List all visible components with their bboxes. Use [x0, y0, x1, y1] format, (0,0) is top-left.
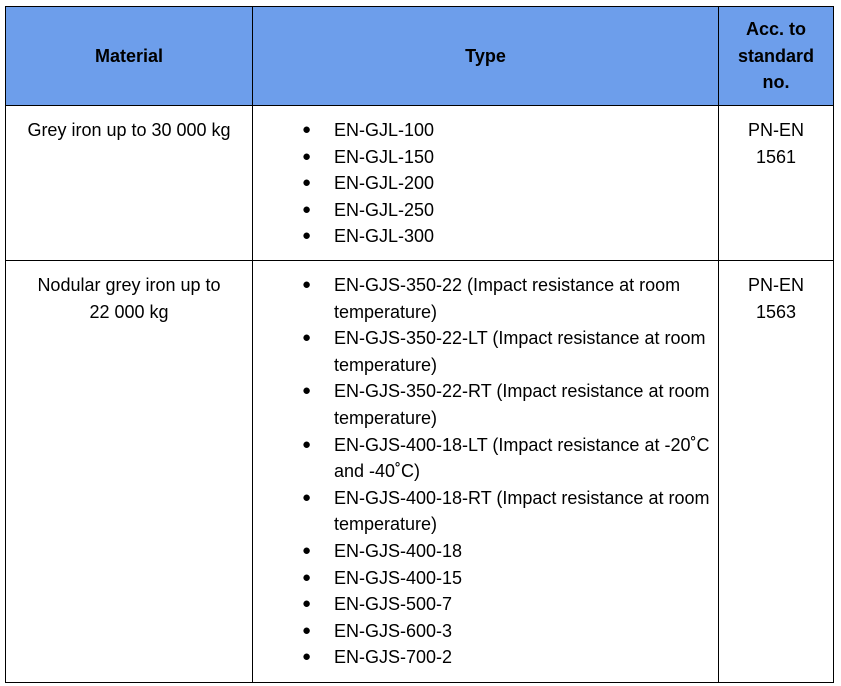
bullet-icon: ●: [302, 435, 312, 453]
bullet-icon: ●: [302, 621, 312, 639]
header-row: Material Type Acc. to standard no.: [5, 6, 834, 106]
type-label: EN-GJS-350-22-RT (Impact resistance at r…: [334, 381, 710, 428]
bullet-icon: ●: [302, 541, 312, 559]
materials-table: Material Type Acc. to standard no. Grey …: [5, 6, 834, 683]
bullet-icon: ●: [302, 121, 312, 138]
table-row-grey-iron: Grey iron up to 30 000 kg ● EN-GJL-100 ● E…: [5, 105, 834, 261]
type-label: EN-GJS-350-22-LT (Impact resistance at r…: [334, 328, 706, 375]
bullet-icon: ●: [302, 568, 312, 586]
list-item: ● EN-GJS-400-15: [253, 565, 710, 592]
type-cell: ● EN-GJS-350-22 (Impact resistance at roo…: [252, 259, 719, 683]
bullet-icon: ●: [302, 147, 312, 165]
type-label: EN-GJS-700-2: [334, 647, 453, 668]
list-item: ● EN-GJS-350-22-LT (Impact resistance at …: [253, 325, 710, 378]
table-row-nodular-iron: Nodular grey iron up to 22 000 kg ● EN-GJ…: [5, 259, 834, 683]
list-item: ● EN-GJS-400-18: [253, 538, 710, 565]
bullet-icon: ●: [302, 275, 312, 293]
type-list: ● EN-GJS-350-22 (Impact resistance at roo…: [253, 272, 710, 671]
standard-cell: PN-EN 1563: [718, 259, 834, 683]
type-label: EN-GJS-500-7: [334, 594, 453, 615]
list-item: ● EN-GJL-150: [253, 144, 710, 171]
type-label: EN-GJS-400-15: [334, 567, 463, 588]
list-item: ● EN-GJS-400-18-RT (Impact resistance at …: [253, 485, 710, 538]
bullet-icon: ●: [302, 174, 312, 192]
type-label: EN-GJL-100: [334, 120, 435, 140]
header-material: Material: [5, 6, 253, 106]
bullet-icon: ●: [302, 329, 312, 347]
type-label: EN-GJS-400-18-LT (Impact resistance at -…: [334, 434, 710, 482]
standard-cell: PN-EN 1561: [718, 105, 834, 261]
type-cell: ● EN-GJL-100 ● EN-GJL-150 ● EN-GJL-200 ● EN-…: [252, 105, 719, 261]
bullet-icon: ●: [302, 595, 312, 613]
bullet-icon: ●: [302, 227, 312, 245]
list-item: ● EN-GJS-400-18-LT (Impact resistance at …: [253, 432, 710, 485]
type-label: EN-GJL-150: [334, 146, 435, 167]
bullet-icon: ●: [302, 382, 312, 400]
list-item: ● EN-GJS-350-22 (Impact resistance at roo…: [253, 272, 710, 325]
type-label: EN-GJS-400-18: [334, 540, 463, 561]
type-list: ● EN-GJL-100 ● EN-GJL-150 ● EN-GJL-200 ● EN-…: [253, 117, 710, 250]
type-label: EN-GJL-300: [334, 226, 435, 247]
type-label: EN-GJL-200: [334, 173, 435, 194]
type-label: EN-GJS-350-22 (Impact resistance at room…: [334, 274, 681, 322]
type-label: EN-GJS-400-18-RT (Impact resistance at r…: [334, 487, 710, 535]
list-item: ● EN-GJL-200: [253, 170, 710, 197]
list-item: ● EN-GJL-250: [253, 197, 710, 224]
material-cell: Grey iron up to 30 000 kg: [5, 105, 253, 261]
header-type: Type: [252, 6, 719, 106]
list-item: ● EN-GJL-300: [253, 223, 710, 250]
list-item: ● EN-GJS-700-2: [253, 644, 710, 671]
list-item: ● EN-GJS-350-22-RT (Impact resistance at …: [253, 378, 710, 431]
header-standard: Acc. to standard no.: [718, 6, 834, 106]
bullet-icon: ●: [302, 200, 312, 218]
type-label: EN-GJL-250: [334, 199, 435, 220]
type-label: EN-GJS-600-3: [334, 620, 453, 641]
material-cell: Nodular grey iron up to 22 000 kg: [5, 259, 253, 683]
list-item: ● EN-GJS-600-3: [253, 618, 710, 645]
list-item: ● EN-GJL-100: [253, 117, 710, 144]
list-item: ● EN-GJS-500-7: [253, 591, 710, 618]
bullet-icon: ●: [302, 648, 312, 666]
bullet-icon: ●: [302, 488, 312, 506]
